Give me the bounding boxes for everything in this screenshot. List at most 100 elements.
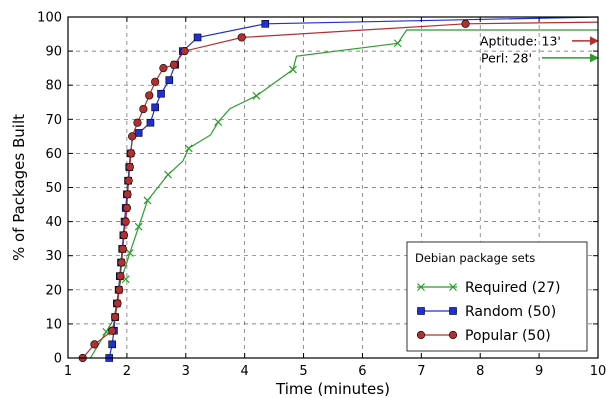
x-tick-label: 5: [299, 364, 307, 379]
data-point: [151, 103, 159, 112]
data-point: [128, 132, 137, 141]
data-point: [121, 217, 130, 226]
data-point: [157, 89, 165, 98]
data-point: [111, 312, 120, 322]
y-tick-label: 100: [37, 11, 62, 26]
x-axis-label: Time (minutes): [275, 380, 390, 398]
legend-label: Required (27): [465, 280, 561, 296]
data-point: [145, 91, 154, 100]
x-tick-label: 9: [535, 364, 543, 379]
data-point: [90, 340, 99, 349]
marker-stroke: [393, 39, 402, 48]
data-point: [461, 19, 470, 28]
legend: Debian package sets Required (27) Random …: [406, 241, 588, 352]
annotation-label: Perl: 28': [481, 50, 532, 65]
data-point: [108, 326, 117, 335]
y-tick-label: 0: [54, 352, 62, 367]
data-point: [159, 64, 168, 73]
x-tick-label: 1: [64, 364, 72, 379]
x-tick-label: 2: [123, 364, 131, 379]
legend-title: Debian package sets: [415, 251, 535, 265]
data-point: [139, 104, 148, 114]
y-axis-label: % of Packages Built: [10, 114, 28, 261]
marker-stroke: [214, 118, 223, 126]
data-point: [125, 162, 134, 172]
data-point: [133, 118, 142, 127]
marker-stroke: [252, 91, 261, 100]
annotation-label: Aptitude: 13': [480, 33, 561, 48]
data-point: [169, 60, 179, 69]
data-point: [289, 65, 297, 74]
marker-stroke: [289, 65, 297, 74]
legend-marker: [417, 307, 425, 315]
x-tick-label: 6: [358, 364, 366, 379]
data-point: [164, 170, 173, 179]
y-tick-label: 80: [45, 79, 62, 94]
marker-stroke: [134, 222, 143, 231]
data-point: [134, 129, 143, 137]
legend-label: Random (50): [465, 304, 556, 320]
data-point: [193, 33, 202, 42]
annotations: Aptitude: 13' Perl: 28': [480, 33, 599, 65]
data-point: [118, 244, 127, 253]
x-tick-label: 10: [590, 364, 606, 379]
x-tick-label: 7: [417, 364, 425, 379]
marker-stroke: [184, 144, 193, 153]
legend-marker: [448, 330, 458, 340]
data-point: [123, 190, 132, 199]
annotation-arrowhead: [590, 36, 599, 46]
data-point: [261, 20, 270, 28]
x-tick-label: 4: [241, 364, 249, 379]
legend-entry: Popular (50): [416, 328, 551, 344]
legend-marker: [416, 330, 426, 340]
annotation-arrowhead: [590, 53, 599, 63]
y-tick-label: 70: [45, 113, 62, 128]
data-point: [119, 231, 129, 240]
data-point: [151, 77, 160, 86]
data-point: [393, 39, 402, 48]
series-circle: [78, 19, 599, 363]
x-tick-label: 3: [182, 364, 190, 379]
data-point: [115, 285, 124, 294]
y-tick-label: 30: [45, 249, 62, 264]
legend-entries: Required (27) Random (50) Popular (50): [416, 280, 561, 344]
data-point: [113, 299, 122, 308]
x-tick-label: 8: [476, 364, 484, 379]
marker-stroke: [449, 283, 457, 291]
legend-marker: [417, 283, 425, 291]
legend-entry: Required (27): [417, 280, 561, 296]
data-point: [126, 149, 136, 158]
legend-marker: [449, 307, 457, 315]
y-tick-label: 10: [45, 317, 62, 332]
data-point: [122, 203, 131, 213]
data-point: [214, 118, 223, 126]
marker-stroke: [164, 170, 173, 179]
y-tick-label: 20: [45, 283, 62, 298]
legend-entry: Random (50): [417, 304, 556, 320]
data-point: [146, 118, 155, 127]
marker-stroke: [143, 196, 152, 205]
data-point: [184, 144, 193, 153]
series-layer: [78, 16, 599, 363]
data-point: [124, 176, 133, 185]
data-point: [108, 340, 116, 349]
data-point: [252, 91, 261, 100]
y-tick-label: 50: [45, 181, 62, 196]
y-tick-label: 60: [45, 147, 62, 162]
data-point: [125, 249, 134, 257]
marker-stroke: [417, 283, 425, 291]
legend-marker: [449, 283, 457, 291]
data-point: [143, 196, 152, 205]
legend-box: [406, 241, 588, 352]
y-tick-label: 40: [45, 215, 62, 230]
data-point: [180, 46, 189, 56]
y-tick-label: 90: [45, 45, 62, 60]
data-point: [237, 33, 246, 42]
data-point: [116, 272, 125, 281]
marker-stroke: [125, 249, 134, 257]
data-point: [134, 222, 143, 231]
legend-label: Popular (50): [465, 328, 551, 344]
data-point: [117, 258, 126, 267]
